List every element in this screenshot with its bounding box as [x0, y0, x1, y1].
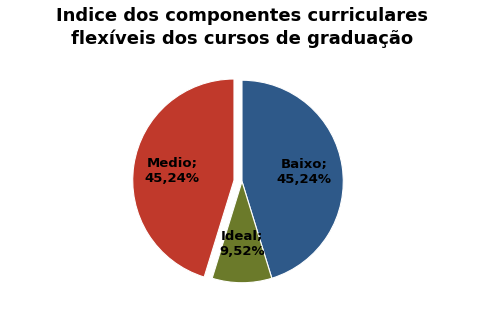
- Text: Ideal;
9,52%: Ideal; 9,52%: [219, 230, 265, 258]
- Wedge shape: [242, 80, 343, 278]
- Text: Baixo;
45,24%: Baixo; 45,24%: [276, 158, 332, 186]
- Wedge shape: [212, 181, 272, 283]
- Text: Medio;
45,24%: Medio; 45,24%: [144, 157, 199, 185]
- Wedge shape: [133, 79, 234, 277]
- Title: Indice dos componentes curriculares
flexíveis dos cursos de graduação: Indice dos componentes curriculares flex…: [56, 7, 428, 48]
